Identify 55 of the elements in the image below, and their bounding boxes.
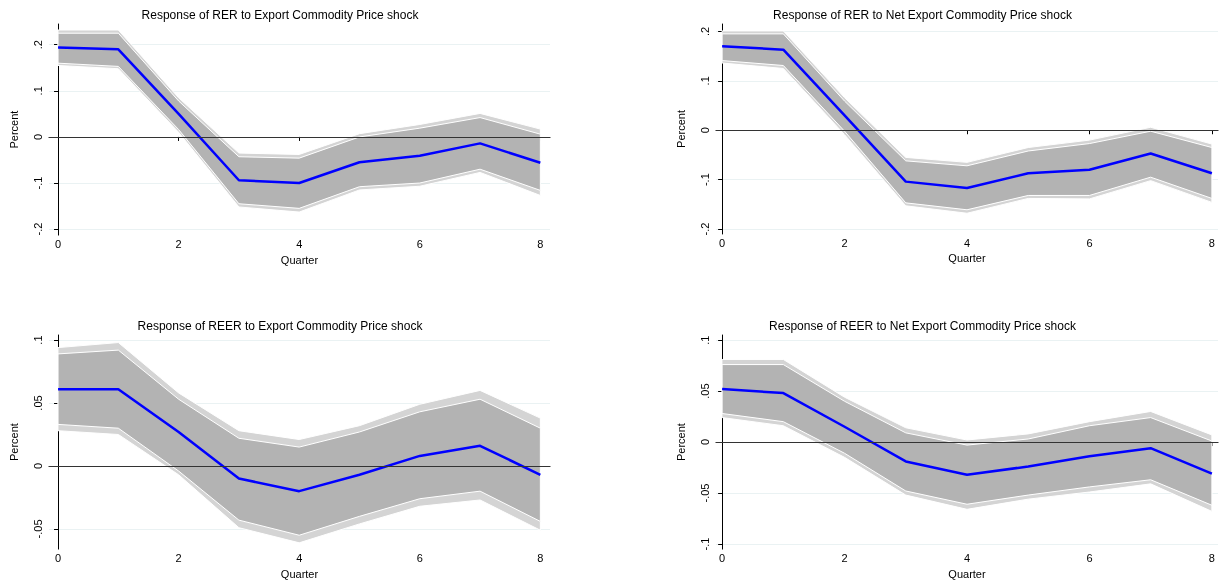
x-tick-label: 6 — [1086, 236, 1093, 249]
x-tick-label: 6 — [416, 551, 423, 564]
x-tick-label: 6 — [1086, 551, 1093, 564]
x-tick-label: 0 — [719, 236, 726, 249]
line-series — [720, 387, 1214, 476]
x-tick-label: 2 — [841, 551, 848, 564]
x-axis-title: Quarter — [280, 567, 319, 580]
x-tick-label: 2 — [841, 236, 848, 249]
x-tick-label: 8 — [1208, 236, 1215, 249]
y-tick-label: .1 — [31, 86, 44, 96]
y-tick-label: 0 — [698, 438, 711, 446]
y-tick-label: -.1 — [698, 537, 711, 551]
x-tick-label: 6 — [416, 237, 423, 250]
y-tick-label: .05 — [31, 395, 44, 411]
x-tick-label: 4 — [963, 236, 971, 249]
chart-title: Response of REER to Export Commodity Price shock — [137, 319, 424, 333]
x-axis-title: Quarter — [948, 252, 986, 265]
y-tick-label: .05 — [698, 383, 711, 399]
y-tick-label: .1 — [31, 335, 44, 345]
line-series — [56, 387, 542, 493]
x-tick-label: 0 — [719, 551, 726, 564]
y-axis-title: Percent — [7, 110, 20, 149]
y-axis-title: Percent — [7, 423, 20, 462]
x-tick-label: 4 — [963, 551, 971, 564]
chart-title: Response of REER to Net Export Commodity Price shock — [769, 319, 1077, 333]
y-axis-title: Percent — [674, 110, 687, 148]
x-tick-label: 0 — [54, 551, 62, 564]
x-tick-label: 4 — [296, 237, 303, 250]
x-tick-label: 4 — [296, 551, 303, 564]
x-axis-title: Quarter — [948, 567, 986, 580]
y-tick-label: .2 — [31, 40, 44, 50]
line-series — [56, 46, 542, 185]
y-tick-label: -.1 — [31, 176, 44, 190]
y-tick-label: .1 — [698, 76, 711, 86]
y-tick-label: -.2 — [31, 222, 44, 236]
y-tick-label: -.2 — [698, 222, 711, 236]
y-tick-label: -.05 — [31, 519, 44, 539]
x-tick-label: 8 — [1208, 551, 1215, 564]
y-tick-label: 0 — [31, 133, 44, 140]
y-tick-label: 0 — [31, 462, 44, 470]
y-axis-title: Percent — [674, 423, 687, 462]
chart-title: Response of RER to Export Commodity Price shock — [141, 8, 420, 22]
line-series — [720, 44, 1214, 190]
y-tick-label: -.05 — [698, 483, 711, 503]
y-tick-label: .1 — [698, 335, 711, 345]
x-tick-label: 2 — [175, 551, 182, 564]
x-axis-title: Quarter — [280, 253, 319, 266]
y-tick-label: .2 — [698, 26, 711, 37]
x-tick-label: 2 — [175, 237, 182, 250]
x-tick-label: 0 — [54, 237, 62, 250]
y-tick-label: 0 — [698, 127, 711, 134]
x-tick-label: 8 — [537, 551, 544, 564]
chart-title: Response of RER to Net Export Commodity Price shock — [773, 8, 1073, 22]
y-tick-label: -.1 — [698, 173, 711, 187]
x-tick-label: 8 — [537, 237, 544, 250]
